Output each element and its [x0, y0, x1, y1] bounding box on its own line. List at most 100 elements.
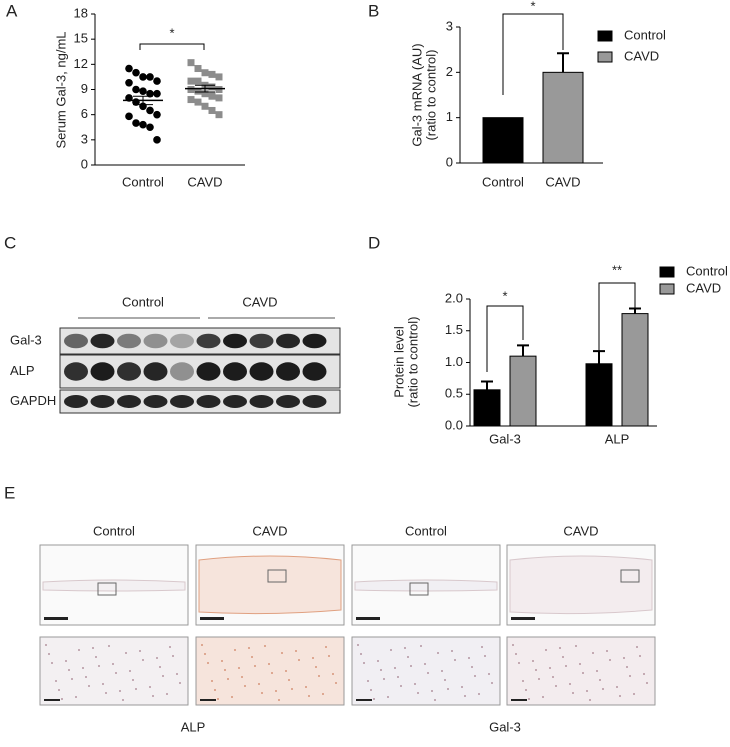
blot-row-label: ALP — [10, 363, 35, 378]
cell — [122, 699, 124, 701]
panel-label: A — [6, 1, 18, 20]
cell — [305, 686, 307, 688]
blot-band — [302, 362, 327, 381]
y-tick-label: 3 — [446, 18, 453, 33]
legend-label: CAVD — [624, 48, 659, 63]
y-tick-label: 1.5 — [445, 322, 463, 337]
cell — [92, 647, 94, 649]
blot-row-label: GAPDH — [10, 393, 56, 408]
cell — [318, 675, 320, 677]
cell — [586, 690, 588, 692]
cell — [383, 678, 385, 680]
cell — [414, 683, 416, 685]
cell — [525, 689, 527, 691]
cell — [207, 662, 209, 664]
cell — [268, 663, 270, 665]
blot-band — [196, 395, 221, 408]
data-point — [139, 73, 147, 81]
cell — [555, 685, 557, 687]
sem-bar — [195, 84, 215, 93]
cell — [478, 693, 480, 695]
cell — [424, 663, 426, 665]
cell — [410, 665, 412, 667]
scale-bar — [356, 617, 380, 620]
error-bar — [517, 344, 529, 357]
significance-bracket — [486, 305, 524, 372]
legend-label: Control — [686, 263, 728, 278]
bar — [585, 363, 613, 427]
panel-label: D — [368, 233, 380, 252]
y-tick-label: 0.5 — [445, 386, 463, 401]
cell — [152, 695, 154, 697]
blot-band — [117, 362, 141, 381]
cell — [68, 669, 70, 671]
y-axis-label: (ratio to control) — [405, 316, 420, 407]
cell — [437, 652, 439, 654]
blot-band — [302, 333, 327, 349]
blot-band — [90, 333, 115, 349]
cell — [291, 688, 293, 690]
cell — [312, 657, 314, 659]
cell — [394, 667, 396, 669]
legend-swatch — [659, 266, 675, 278]
cell — [258, 683, 260, 685]
cell — [85, 676, 87, 678]
y-tick-label: 15 — [74, 31, 88, 46]
data-point — [125, 78, 133, 87]
cell — [315, 666, 317, 668]
cell — [261, 692, 263, 694]
data-point — [215, 86, 223, 93]
cell — [542, 696, 544, 698]
cell — [115, 672, 117, 674]
cell — [201, 644, 203, 646]
cell — [592, 652, 594, 654]
error-bar — [557, 52, 569, 73]
blot-band — [117, 395, 141, 408]
significance-bracket — [598, 282, 636, 357]
histology-column-label: CAVD — [563, 523, 598, 538]
blot-band — [276, 333, 300, 349]
blot-band — [196, 362, 221, 381]
cell — [461, 686, 463, 688]
blot-band — [64, 333, 88, 349]
cell — [407, 656, 409, 658]
histology-column-label: Control — [405, 523, 447, 538]
cell — [522, 680, 524, 682]
cell — [380, 669, 382, 671]
legend-label: Control — [624, 27, 666, 42]
cell — [609, 659, 611, 661]
zoom-box — [97, 582, 117, 596]
y-tick-label: 3 — [81, 131, 88, 146]
cell — [214, 689, 216, 691]
data-point — [146, 73, 154, 81]
blot-band — [90, 395, 115, 408]
cell — [484, 655, 486, 657]
data-point — [201, 90, 209, 98]
cell — [569, 683, 571, 685]
cell — [231, 696, 233, 698]
blot-band — [170, 333, 194, 349]
data-point — [132, 119, 140, 127]
data-point — [187, 59, 195, 67]
data-point — [146, 123, 154, 132]
blot-band — [223, 362, 247, 381]
data-point — [187, 96, 195, 104]
cell — [149, 686, 151, 688]
cell — [360, 653, 362, 655]
data-point — [208, 92, 216, 100]
cell — [639, 655, 641, 657]
cell — [454, 659, 456, 661]
cell — [298, 659, 300, 661]
y-tick-label: 0.0 — [445, 417, 463, 432]
cell — [444, 679, 446, 681]
cell — [434, 699, 436, 701]
blot-band — [143, 395, 168, 408]
y-axis-label: (ratio to control) — [423, 49, 438, 140]
cell — [535, 669, 537, 671]
x-tick-label: Gal-3 — [489, 431, 521, 446]
cell — [234, 649, 236, 651]
tissue — [354, 579, 498, 592]
cell — [288, 679, 290, 681]
cell — [132, 679, 134, 681]
